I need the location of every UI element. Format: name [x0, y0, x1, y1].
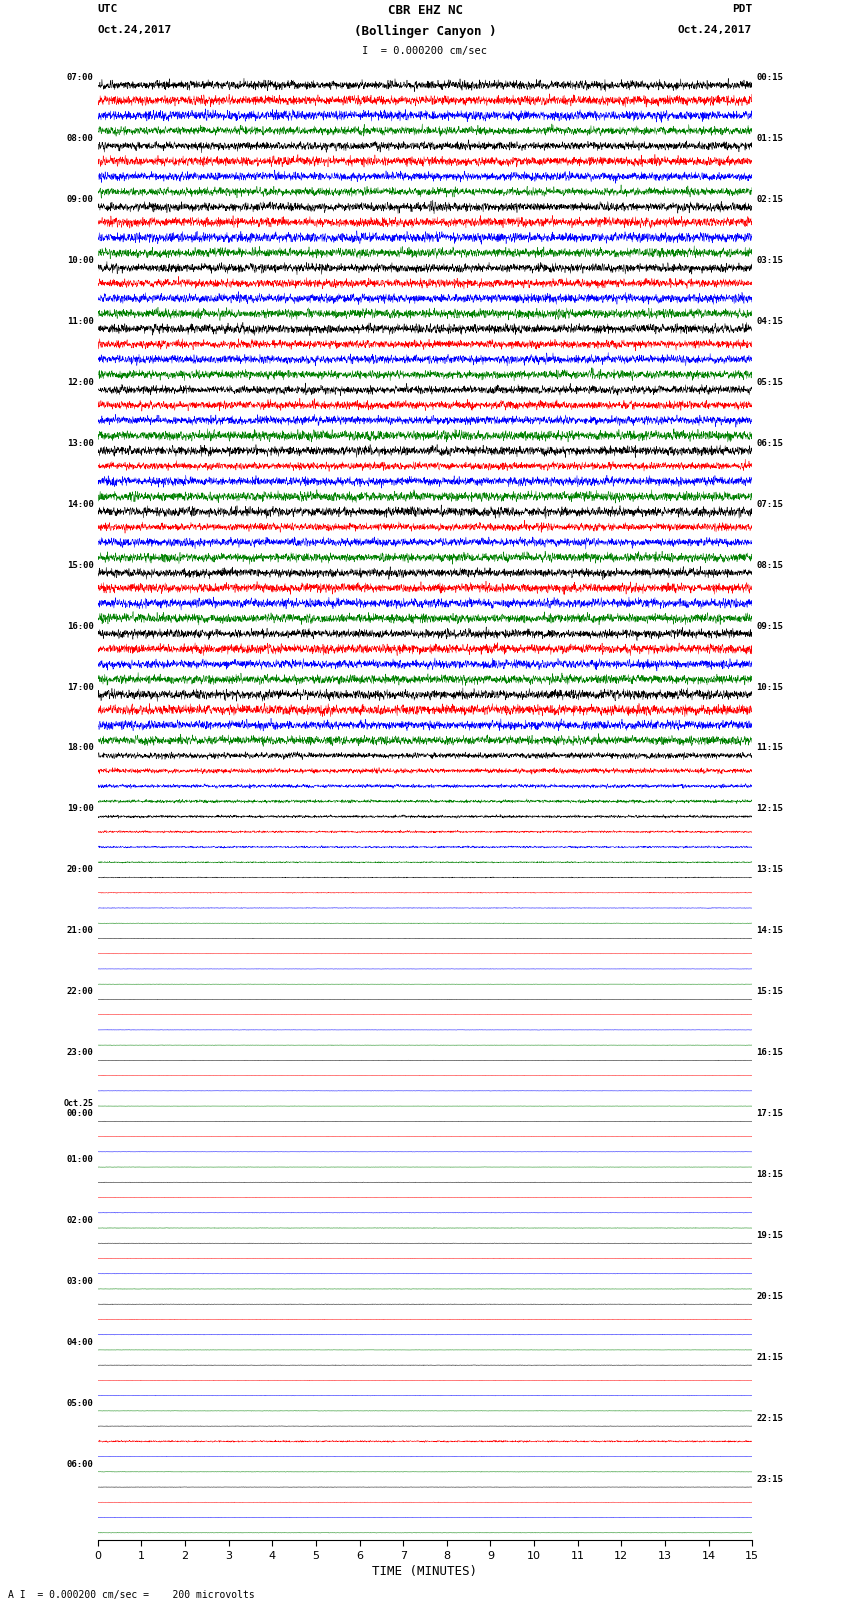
- Text: 07:15: 07:15: [756, 500, 784, 508]
- Text: Oct.24,2017: Oct.24,2017: [98, 24, 172, 35]
- Text: 06:00: 06:00: [66, 1460, 94, 1469]
- Text: 12:15: 12:15: [756, 805, 784, 813]
- Text: 02:00: 02:00: [66, 1216, 94, 1224]
- Text: 02:15: 02:15: [756, 195, 784, 203]
- Text: 17:00: 17:00: [66, 682, 94, 692]
- Text: 14:00: 14:00: [66, 500, 94, 508]
- Text: Oct.24,2017: Oct.24,2017: [678, 24, 752, 35]
- Text: CBR EHZ NC: CBR EHZ NC: [388, 3, 462, 16]
- Text: 16:15: 16:15: [756, 1048, 784, 1057]
- Text: 11:15: 11:15: [756, 744, 784, 752]
- Text: I  = 0.000200 cm/sec: I = 0.000200 cm/sec: [362, 45, 488, 56]
- Text: 06:15: 06:15: [756, 439, 784, 448]
- Text: 14:15: 14:15: [756, 926, 784, 936]
- Text: 01:00: 01:00: [66, 1155, 94, 1165]
- X-axis label: TIME (MINUTES): TIME (MINUTES): [372, 1565, 478, 1578]
- Text: 03:00: 03:00: [66, 1277, 94, 1286]
- Text: 15:00: 15:00: [66, 561, 94, 569]
- Text: 09:15: 09:15: [756, 621, 784, 631]
- Text: 10:15: 10:15: [756, 682, 784, 692]
- Text: 18:00: 18:00: [66, 744, 94, 752]
- Text: 23:15: 23:15: [756, 1474, 784, 1484]
- Text: 08:00: 08:00: [66, 134, 94, 144]
- Text: A I  = 0.000200 cm/sec =    200 microvolts: A I = 0.000200 cm/sec = 200 microvolts: [8, 1590, 255, 1600]
- Text: 21:15: 21:15: [756, 1353, 784, 1361]
- Text: 16:00: 16:00: [66, 621, 94, 631]
- Text: 04:15: 04:15: [756, 316, 784, 326]
- Text: 08:15: 08:15: [756, 561, 784, 569]
- Text: 21:00: 21:00: [66, 926, 94, 936]
- Text: 01:15: 01:15: [756, 134, 784, 144]
- Text: Oct.25: Oct.25: [64, 1098, 94, 1108]
- Text: 04:00: 04:00: [66, 1337, 94, 1347]
- Text: 17:15: 17:15: [756, 1110, 784, 1118]
- Text: 19:15: 19:15: [756, 1231, 784, 1240]
- Text: 09:00: 09:00: [66, 195, 94, 203]
- Text: 10:00: 10:00: [66, 256, 94, 265]
- Text: 05:15: 05:15: [756, 377, 784, 387]
- Text: UTC: UTC: [98, 3, 118, 15]
- Text: 00:15: 00:15: [756, 73, 784, 82]
- Text: 19:00: 19:00: [66, 805, 94, 813]
- Text: 13:00: 13:00: [66, 439, 94, 448]
- Text: 05:00: 05:00: [66, 1398, 94, 1408]
- Text: (Bollinger Canyon ): (Bollinger Canyon ): [354, 24, 496, 39]
- Text: 07:00: 07:00: [66, 73, 94, 82]
- Text: 18:15: 18:15: [756, 1169, 784, 1179]
- Text: 22:15: 22:15: [756, 1415, 784, 1423]
- Text: 15:15: 15:15: [756, 987, 784, 997]
- Text: PDT: PDT: [732, 3, 752, 15]
- Text: 03:15: 03:15: [756, 256, 784, 265]
- Text: 00:00: 00:00: [66, 1110, 94, 1118]
- Text: 23:00: 23:00: [66, 1048, 94, 1057]
- Text: 20:15: 20:15: [756, 1292, 784, 1302]
- Text: 13:15: 13:15: [756, 866, 784, 874]
- Text: 22:00: 22:00: [66, 987, 94, 997]
- Text: 11:00: 11:00: [66, 316, 94, 326]
- Text: 12:00: 12:00: [66, 377, 94, 387]
- Text: 20:00: 20:00: [66, 866, 94, 874]
